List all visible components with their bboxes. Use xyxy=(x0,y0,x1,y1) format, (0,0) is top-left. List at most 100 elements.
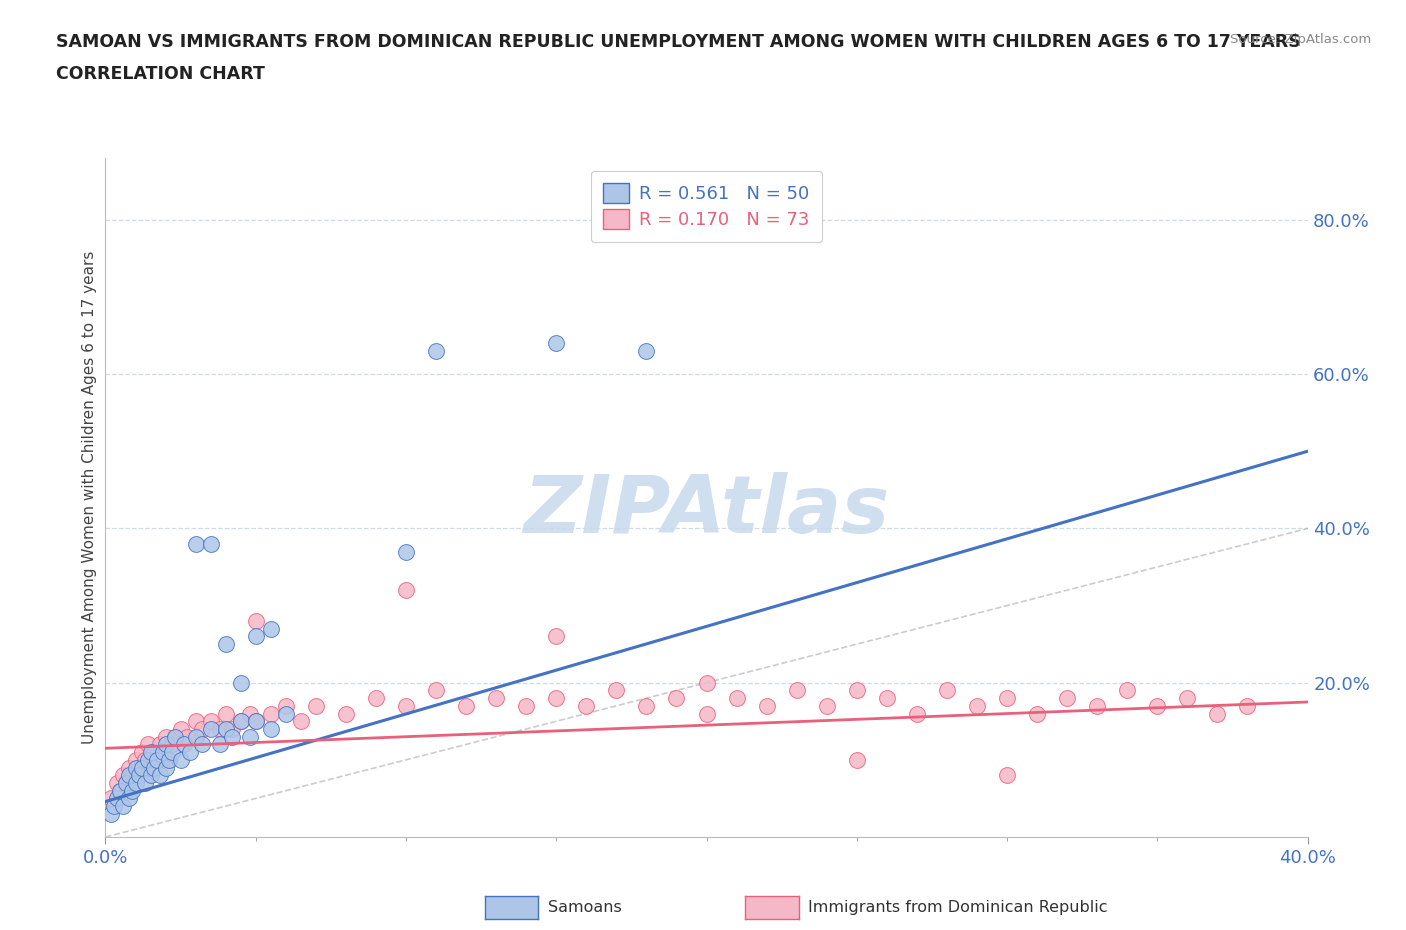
Point xyxy=(169,722,191,737)
Point xyxy=(200,722,222,737)
Point xyxy=(905,706,928,721)
Text: Source: ZipAtlas.com: Source: ZipAtlas.com xyxy=(1230,33,1371,46)
Point xyxy=(115,776,138,790)
Text: Samoans: Samoans xyxy=(548,900,621,915)
Point xyxy=(221,729,243,744)
Point xyxy=(229,714,252,729)
Point xyxy=(200,714,222,729)
Point xyxy=(755,698,778,713)
Point xyxy=(239,706,262,721)
Point xyxy=(425,343,447,358)
Point xyxy=(395,544,418,559)
Point xyxy=(179,745,201,760)
Point xyxy=(229,675,252,690)
Point xyxy=(1116,683,1139,698)
Point xyxy=(395,583,418,598)
Point xyxy=(335,706,357,721)
Point xyxy=(260,621,283,636)
Point xyxy=(696,675,718,690)
Legend: R = 0.561   N = 50, R = 0.170   N = 73: R = 0.561 N = 50, R = 0.170 N = 73 xyxy=(591,170,823,242)
Point xyxy=(131,745,153,760)
Point xyxy=(208,737,231,751)
Point xyxy=(163,729,186,744)
Point xyxy=(112,768,135,783)
Point xyxy=(485,691,508,706)
Point xyxy=(208,722,231,737)
Point xyxy=(184,537,207,551)
Point xyxy=(364,691,387,706)
Point xyxy=(121,768,143,783)
Point xyxy=(169,752,191,767)
Point xyxy=(245,714,267,729)
Point xyxy=(184,729,207,744)
Point xyxy=(786,683,808,698)
Point xyxy=(128,760,150,775)
Point xyxy=(110,783,132,798)
Point xyxy=(876,691,898,706)
Point xyxy=(1175,691,1198,706)
Point xyxy=(136,737,159,751)
Point xyxy=(124,752,146,767)
Point xyxy=(725,691,748,706)
Point xyxy=(221,722,243,737)
Point xyxy=(145,752,167,767)
Point xyxy=(148,768,170,783)
Point xyxy=(665,691,688,706)
Point xyxy=(131,760,153,775)
Point xyxy=(274,698,297,713)
Point xyxy=(1056,691,1078,706)
Point xyxy=(260,706,283,721)
Point xyxy=(190,737,212,751)
Text: Immigrants from Dominican Republic: Immigrants from Dominican Republic xyxy=(808,900,1108,915)
Point xyxy=(274,706,297,721)
Point xyxy=(845,683,868,698)
Point xyxy=(160,737,183,751)
Point xyxy=(290,714,312,729)
Point xyxy=(966,698,988,713)
Point xyxy=(546,336,568,351)
Point xyxy=(546,629,568,644)
Point xyxy=(139,760,162,775)
Point xyxy=(214,637,236,652)
Point xyxy=(1085,698,1108,713)
Point xyxy=(1146,698,1168,713)
Point xyxy=(260,722,283,737)
Text: SAMOAN VS IMMIGRANTS FROM DOMINICAN REPUBLIC UNEMPLOYMENT AMONG WOMEN WITH CHILD: SAMOAN VS IMMIGRANTS FROM DOMINICAN REPU… xyxy=(56,33,1301,50)
Point xyxy=(100,791,122,806)
Point xyxy=(160,745,183,760)
Point xyxy=(152,745,174,760)
Point xyxy=(575,698,598,713)
Text: CORRELATION CHART: CORRELATION CHART xyxy=(56,65,266,83)
Point xyxy=(107,791,129,806)
Point xyxy=(139,745,162,760)
Point xyxy=(815,698,838,713)
Point xyxy=(157,752,180,767)
Point xyxy=(515,698,537,713)
Point xyxy=(305,698,328,713)
Point xyxy=(696,706,718,721)
Y-axis label: Unemployment Among Women with Children Ages 6 to 17 years: Unemployment Among Women with Children A… xyxy=(82,251,97,744)
Point xyxy=(176,729,198,744)
Point xyxy=(229,714,252,729)
Point xyxy=(155,729,177,744)
Point xyxy=(184,714,207,729)
Point xyxy=(100,806,122,821)
Point xyxy=(155,760,177,775)
Point xyxy=(145,752,167,767)
Point xyxy=(134,776,156,790)
Point xyxy=(173,737,195,751)
Point xyxy=(118,760,141,775)
Point xyxy=(139,768,162,783)
Point xyxy=(190,722,212,737)
Point xyxy=(454,698,477,713)
Point xyxy=(245,614,267,629)
Point xyxy=(103,799,125,814)
Point xyxy=(152,745,174,760)
Point xyxy=(163,729,186,744)
Point xyxy=(936,683,959,698)
Point xyxy=(136,752,159,767)
Point xyxy=(142,760,165,775)
Point xyxy=(134,752,156,767)
Point xyxy=(636,343,658,358)
Point xyxy=(142,745,165,760)
